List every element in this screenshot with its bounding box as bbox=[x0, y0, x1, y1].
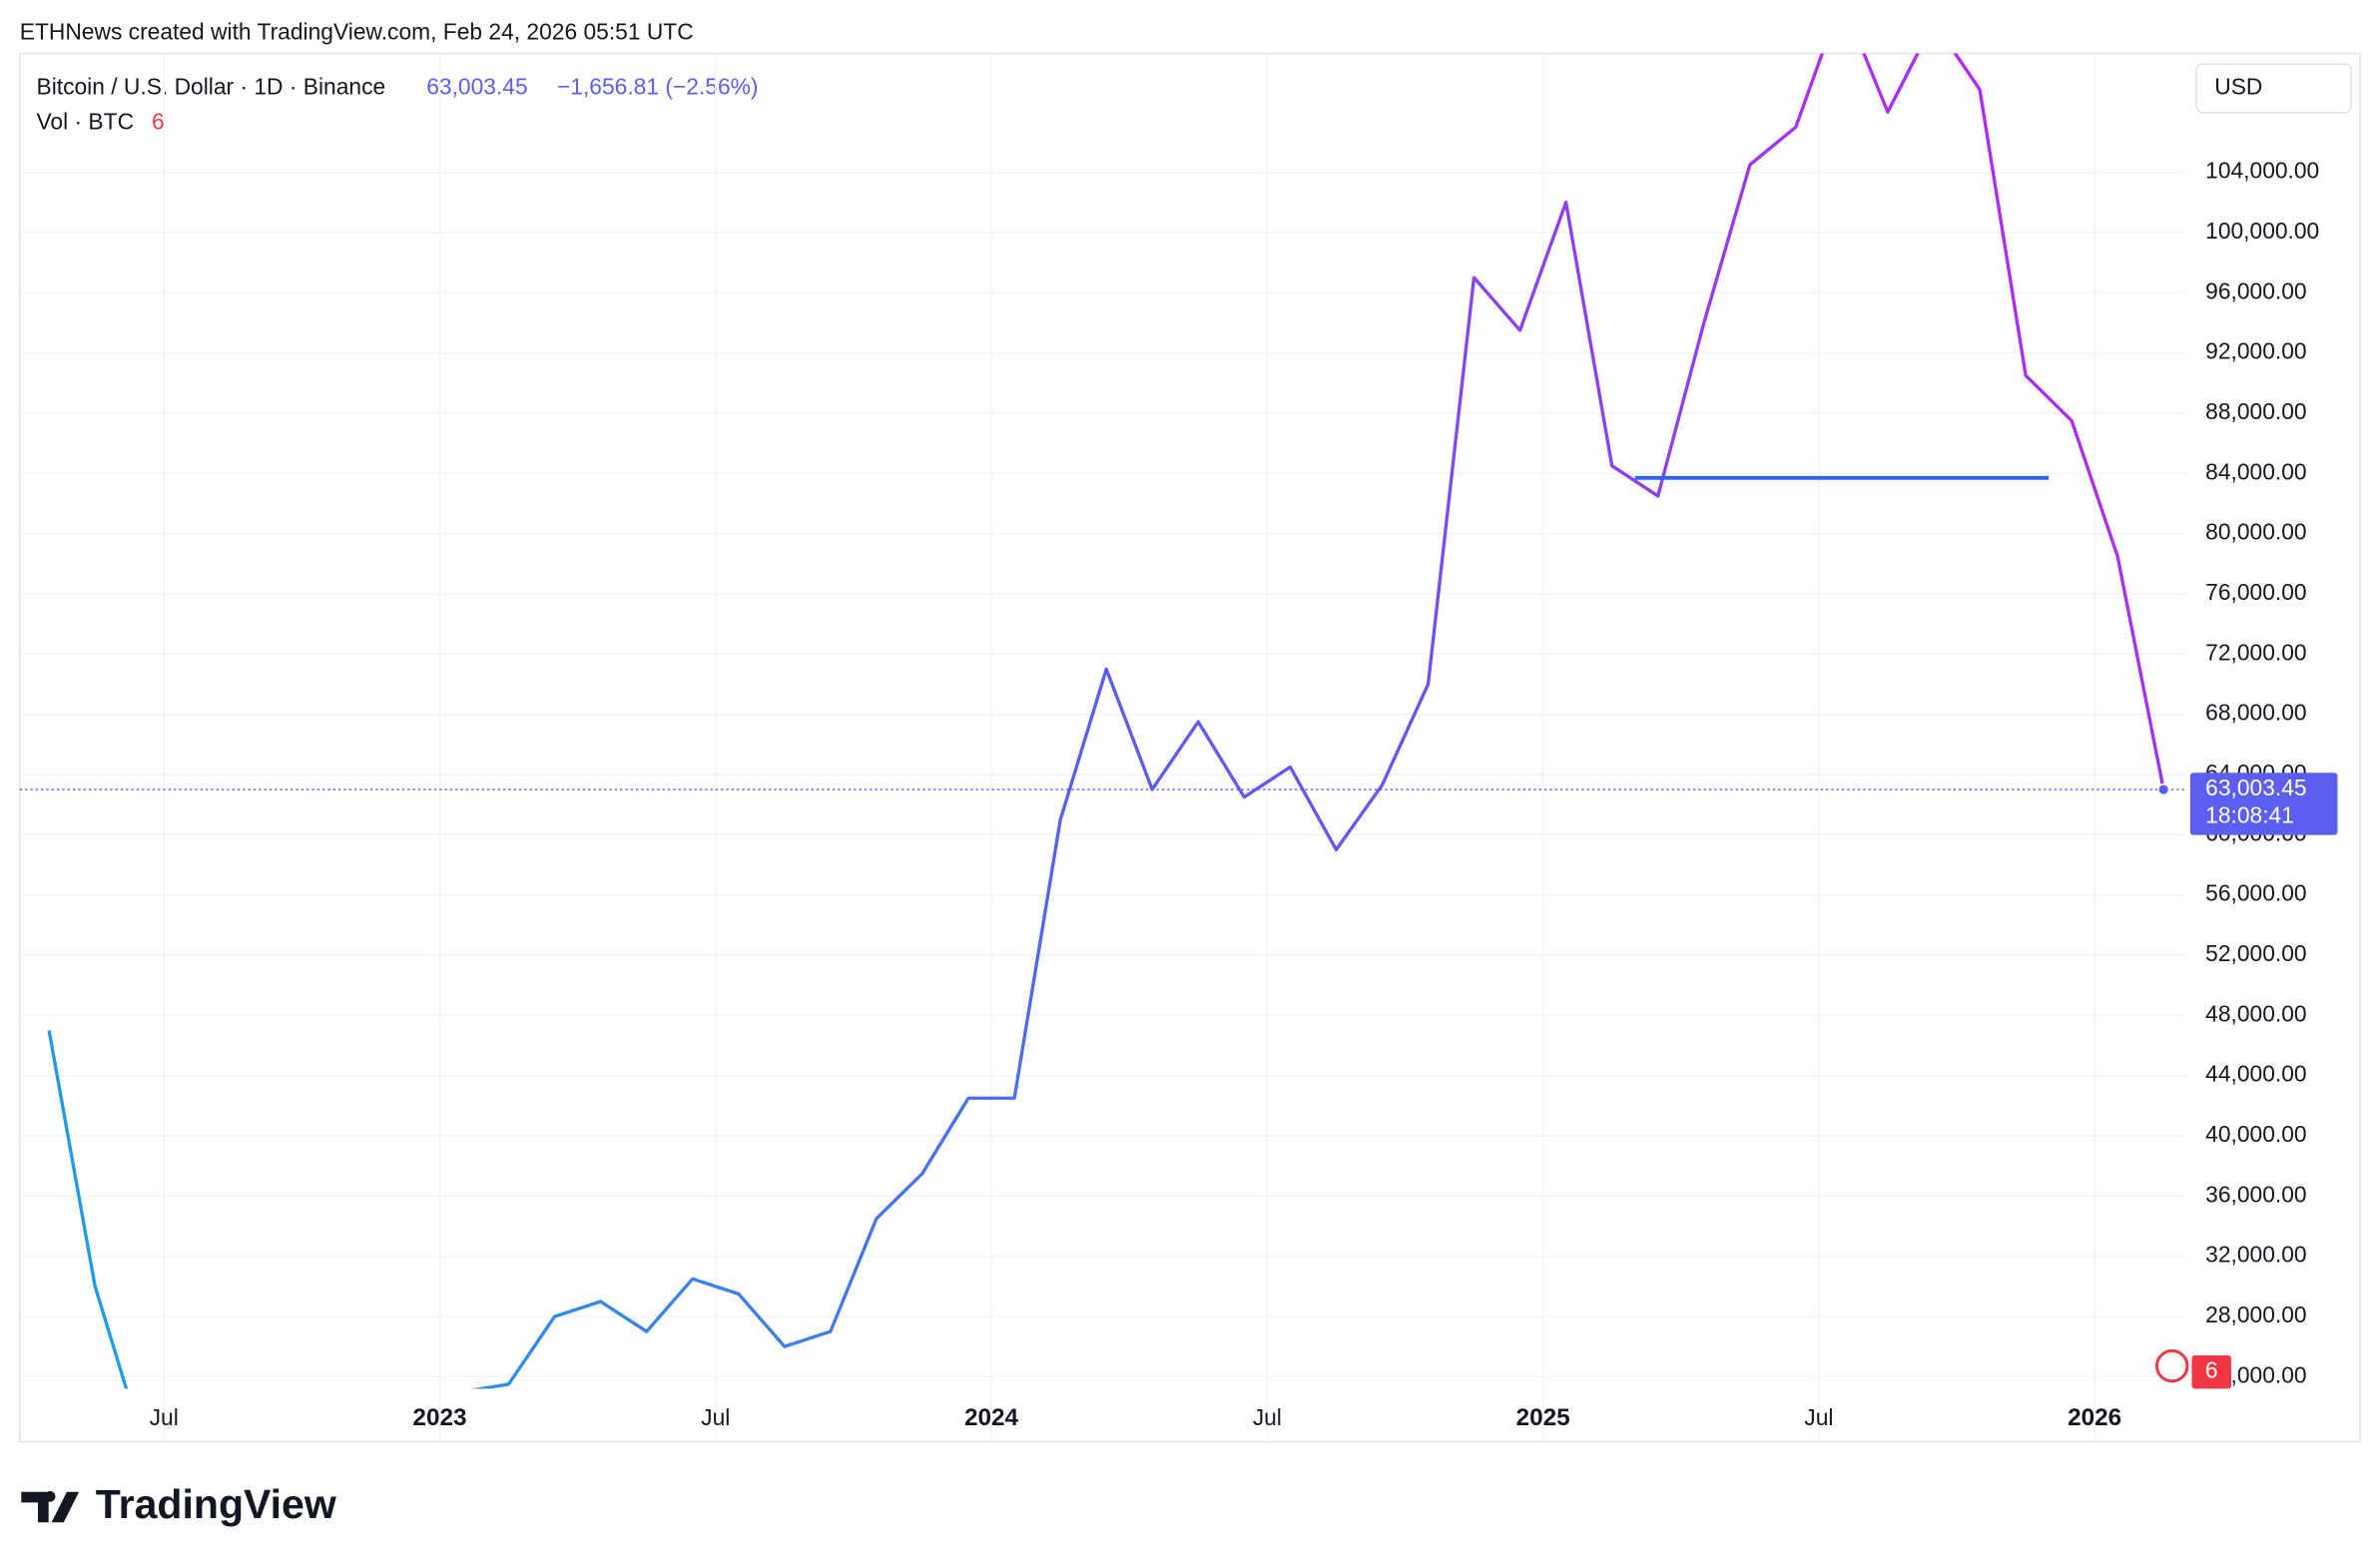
x-tick-label: 2024 bbox=[964, 1404, 1019, 1431]
volume-value: 6 bbox=[152, 108, 165, 134]
y-tick-label: 32,000.00 bbox=[2205, 1242, 2306, 1268]
x-tick-label: Jul bbox=[1253, 1404, 1282, 1430]
y-tick-label: 76,000.00 bbox=[2205, 579, 2306, 605]
y-tick-label: 56,000.00 bbox=[2205, 880, 2306, 906]
volume-label: Vol · BTC bbox=[36, 108, 134, 134]
countdown: 18:08:41 bbox=[2205, 801, 2294, 827]
y-tick-label: 40,000.00 bbox=[2205, 1121, 2306, 1147]
event-badge bbox=[2191, 1354, 2231, 1389]
x-tick-label: Jul bbox=[701, 1404, 730, 1430]
price-label: 63,003.45 bbox=[2205, 775, 2306, 800]
x-tick-label: 2023 bbox=[412, 1404, 466, 1431]
x-tick-label: 2026 bbox=[2068, 1404, 2121, 1431]
y-tick-label: 96,000.00 bbox=[2205, 277, 2306, 303]
brand-logo bbox=[21, 1491, 80, 1523]
last-price: 63,003.45 bbox=[426, 73, 527, 99]
price-change: −1,656.81 (−2.56%) bbox=[557, 73, 759, 99]
price-line bbox=[47, 53, 2165, 1389]
y-tick-label: 68,000.00 bbox=[2205, 700, 2306, 726]
last-point bbox=[2157, 782, 2170, 796]
x-tick-label: Jul bbox=[1804, 1404, 1833, 1430]
y-tick-label: 84,000.00 bbox=[2205, 458, 2306, 484]
y-tick-label: 36,000.00 bbox=[2205, 1181, 2306, 1207]
grid bbox=[19, 53, 2186, 1442]
x-tick-label: Jul bbox=[150, 1404, 179, 1430]
x-tick-label: 2025 bbox=[1516, 1404, 1570, 1431]
y-tick-label: 92,000.00 bbox=[2205, 338, 2306, 364]
frame bbox=[19, 52, 2361, 1443]
price-label-box bbox=[2189, 773, 2338, 835]
y-tick-label: 28,000.00 bbox=[2205, 1302, 2306, 1327]
y-tick-label: 104,000.00 bbox=[2205, 158, 2319, 184]
y-tick-label: 48,000.00 bbox=[2205, 1000, 2306, 1026]
y-tick-label: 72,000.00 bbox=[2205, 639, 2306, 665]
y-tick-label: 100,000.00 bbox=[2205, 218, 2319, 244]
brand: TradingView bbox=[96, 1481, 336, 1527]
symbol: Bitcoin / U.S. Dollar · 1D · Binance bbox=[36, 73, 385, 99]
currency-box[interactable] bbox=[2195, 63, 2352, 114]
currency[interactable]: USD bbox=[2214, 73, 2262, 99]
y-tick-label: 80,000.00 bbox=[2205, 519, 2306, 545]
plot bbox=[47, 53, 2165, 1389]
event-badge-label: 6 bbox=[2205, 1357, 2218, 1383]
event-icon bbox=[2154, 1348, 2189, 1383]
y-tick-label: 88,000.00 bbox=[2205, 398, 2306, 424]
y-tick-label: 52,000.00 bbox=[2205, 940, 2306, 966]
credit: ETHNews created with TradingView.com, Fe… bbox=[20, 19, 694, 45]
y-tick-label: 44,000.00 bbox=[2205, 1061, 2306, 1087]
